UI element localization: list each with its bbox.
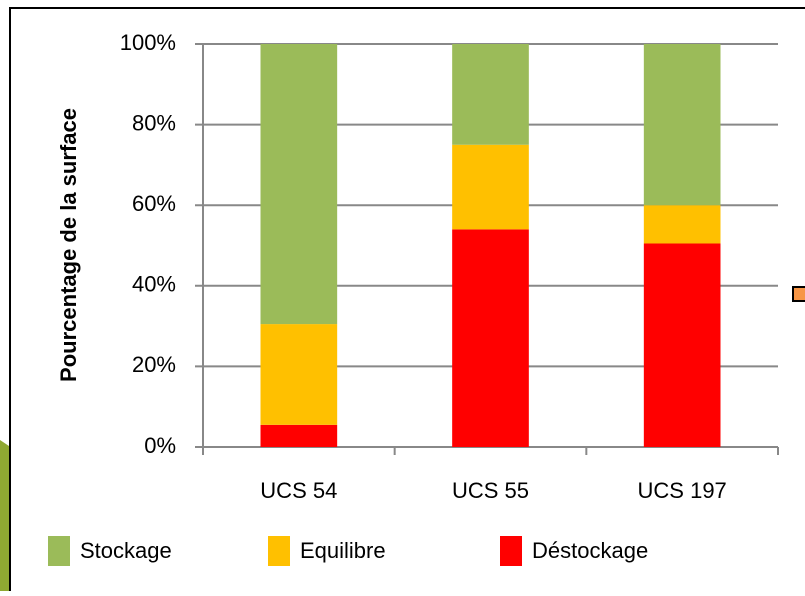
legend-label: Equilibre xyxy=(300,538,386,563)
legend-swatch xyxy=(48,536,70,566)
bar-segment xyxy=(260,424,338,447)
bar-segment xyxy=(643,44,721,206)
bar-segment xyxy=(452,229,529,447)
x-tick-label: UCS 54 xyxy=(260,478,337,503)
x-tick-label: UCS 55 xyxy=(452,478,529,503)
y-tick-label: 100% xyxy=(120,30,176,55)
y-axis-label: Pourcentage de la surface xyxy=(56,108,81,382)
bar-segment xyxy=(260,324,338,425)
legend-label: Stockage xyxy=(80,538,172,563)
legend-label: Déstockage xyxy=(532,538,648,563)
bar-segment xyxy=(643,205,721,244)
x-tick-label: UCS 197 xyxy=(638,478,727,503)
legend-swatch xyxy=(500,536,522,566)
background-decoration xyxy=(792,286,805,302)
bar-segment xyxy=(643,243,721,447)
y-tick-label: 20% xyxy=(132,352,176,377)
y-tick-label: 80% xyxy=(132,110,176,135)
bar-segment xyxy=(452,44,529,145)
bar-segment xyxy=(452,144,529,230)
bar-segment xyxy=(260,44,338,325)
y-tick-label: 0% xyxy=(144,433,176,458)
legend-swatch xyxy=(268,536,290,566)
y-tick-label: 60% xyxy=(132,191,176,216)
y-tick-label: 40% xyxy=(132,272,176,297)
